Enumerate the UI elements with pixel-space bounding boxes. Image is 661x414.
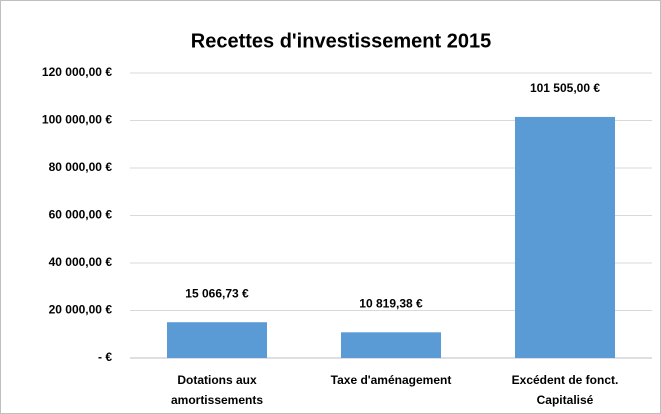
y-tick-label: 60 000,00 €	[49, 208, 113, 222]
y-tick-label: 100 000,00 €	[42, 113, 112, 127]
data-label: 10 819,38 €	[359, 296, 423, 310]
y-tick-label: 80 000,00 €	[49, 160, 113, 174]
y-tick-label: 20 000,00 €	[49, 303, 113, 317]
bar	[515, 116, 615, 358]
data-label: 15 066,73 €	[185, 286, 249, 300]
y-tick-label: 40 000,00 €	[49, 255, 113, 269]
chart-title: Recettes d'investissement 2015	[191, 30, 491, 52]
x-tick-label: Excédent de fonct. Capitalisé	[511, 373, 619, 407]
x-tick-label: Taxe d'aménagement	[330, 373, 452, 387]
bar	[341, 332, 441, 358]
y-tick-label: 120 000,00 €	[42, 65, 112, 79]
bar	[167, 322, 267, 358]
y-tick-label: - €	[98, 350, 112, 364]
data-label: 101 505,00 €	[530, 81, 600, 95]
x-tick-label: Dotations aux amortissements	[170, 373, 264, 407]
